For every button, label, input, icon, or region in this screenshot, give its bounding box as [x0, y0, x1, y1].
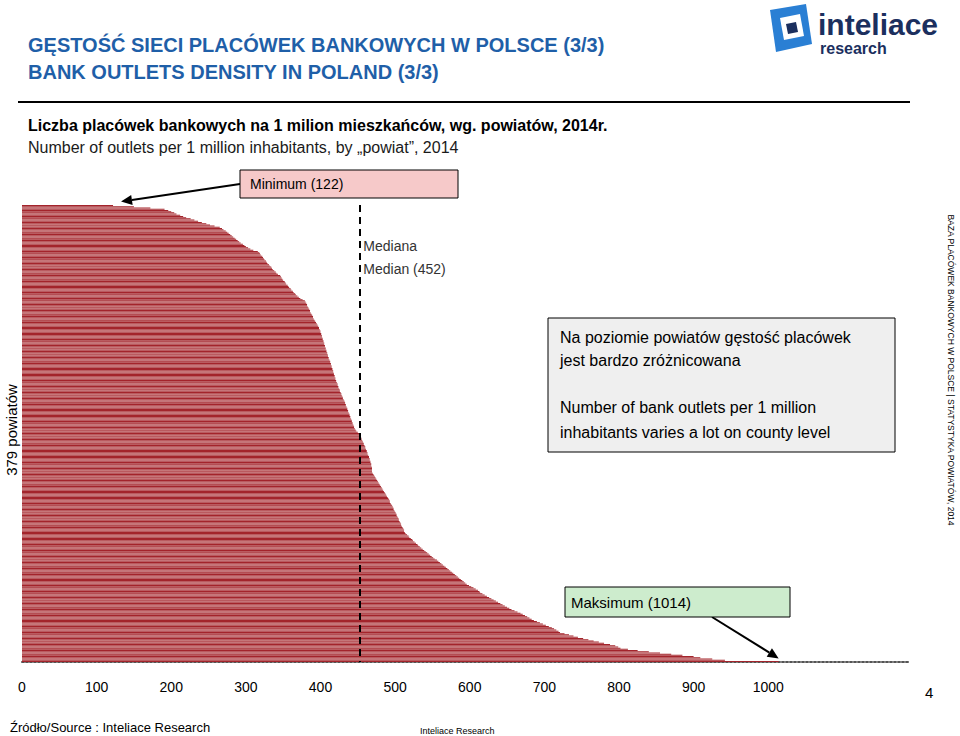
svg-text:379 powiatów: 379 powiatów [3, 384, 20, 476]
svg-text:700: 700 [533, 679, 557, 695]
svg-text:Źródło/Source : Inteliace Rese: Źródło/Source : Inteliace Research [10, 720, 210, 735]
svg-text:Maksimum (1014): Maksimum (1014) [571, 594, 691, 611]
svg-text:inteliace: inteliace [818, 8, 938, 41]
svg-text:4: 4 [925, 684, 933, 701]
svg-text:GĘSTOŚĆ SIECI PLACÓWEK BANKOWY: GĘSTOŚĆ SIECI PLACÓWEK BANKOWYCH W POLSC… [28, 33, 604, 56]
svg-text:Median (452): Median (452) [363, 261, 446, 277]
svg-text:0: 0 [18, 679, 26, 695]
svg-text:inhabitants varies a lot on co: inhabitants varies a lot on county level [560, 424, 830, 441]
svg-text:200: 200 [160, 679, 184, 695]
svg-text:500: 500 [383, 679, 407, 695]
svg-text:Mediana: Mediana [363, 238, 417, 254]
svg-text:Minimum (122): Minimum (122) [250, 176, 343, 192]
svg-text:900: 900 [682, 679, 706, 695]
svg-text:BAZA PLACÓWEK BANKOWYCH W POLS: BAZA PLACÓWEK BANKOWYCH W POLSCE | STATY… [946, 214, 956, 525]
svg-text:300: 300 [234, 679, 258, 695]
svg-text:600: 600 [458, 679, 482, 695]
svg-text:Number of outlets per 1 millio: Number of outlets per 1 million inhabita… [28, 139, 459, 156]
svg-text:Inteliace Research: Inteliace Research [420, 726, 495, 736]
svg-text:400: 400 [309, 679, 333, 695]
svg-text:Na poziomie powiatów gęstość p: Na poziomie powiatów gęstość placówek [560, 329, 852, 346]
svg-text:800: 800 [607, 679, 631, 695]
svg-text:jest bardzo zróżnicowana: jest bardzo zróżnicowana [559, 352, 741, 369]
svg-text:Liczba placówek bankowych na 1: Liczba placówek bankowych na 1 milion mi… [28, 117, 607, 134]
svg-text:research: research [820, 40, 887, 57]
svg-text:1000: 1000 [753, 679, 784, 695]
svg-text:BANK OUTLETS DENSITY IN POLAND: BANK OUTLETS DENSITY IN POLAND (3/3) [28, 61, 439, 83]
svg-text:100: 100 [85, 679, 109, 695]
svg-text:Number of bank outlets per 1 m: Number of bank outlets per 1 million [560, 399, 816, 416]
